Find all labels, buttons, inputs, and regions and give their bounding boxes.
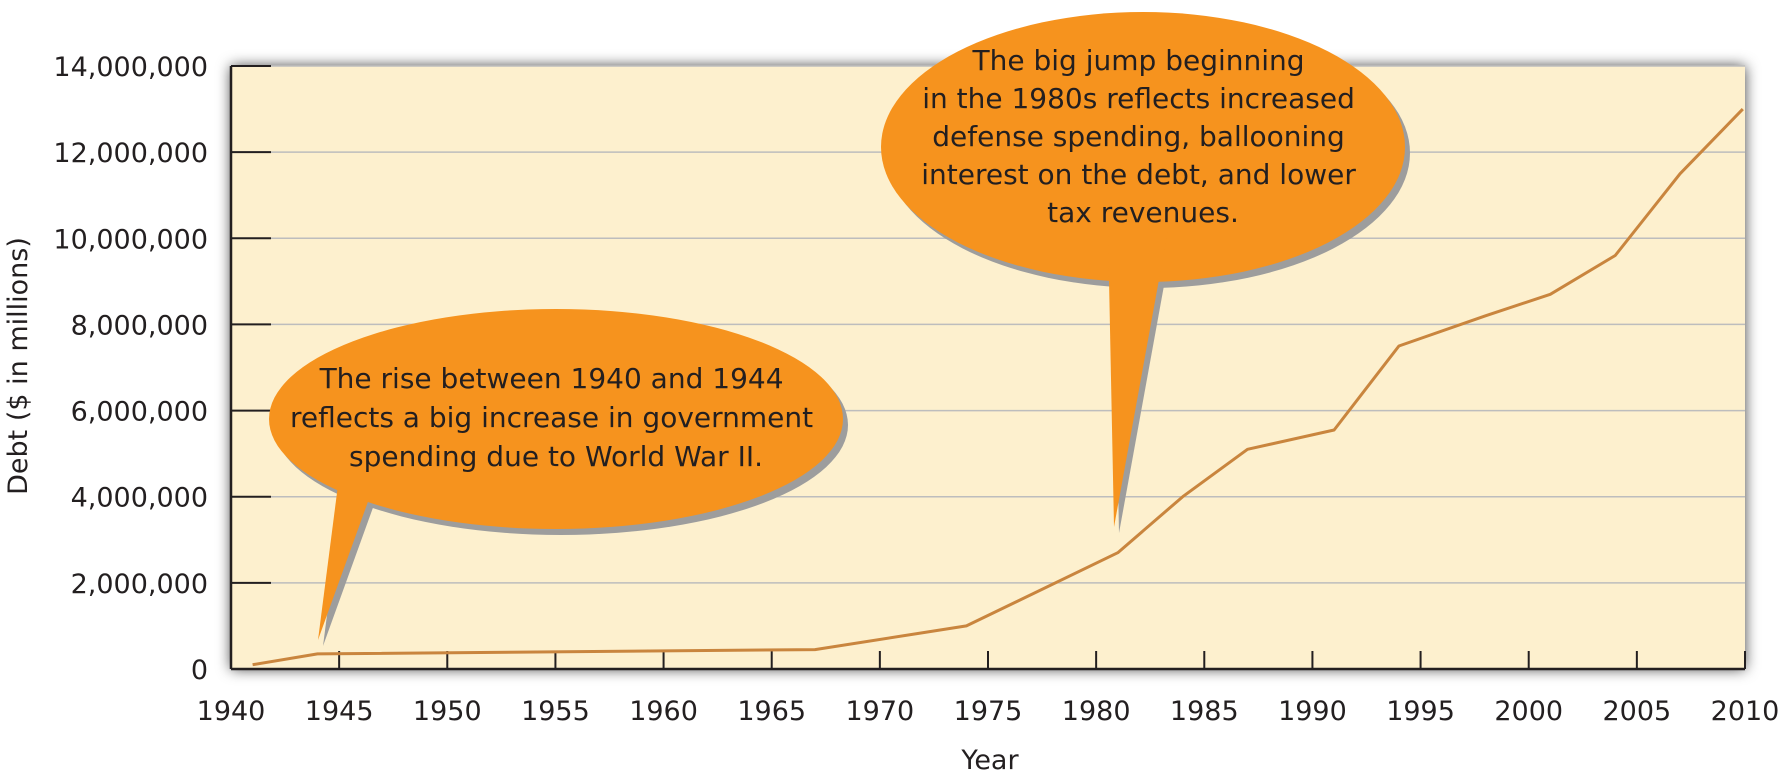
x-tick-label: 1985 (1170, 696, 1239, 727)
annotation-line: defense spending, ballooning (932, 120, 1345, 153)
x-tick-label: 1990 (1278, 696, 1347, 727)
x-tick-labels: 1940 1945 1950 1955 1960 1965 1970 1975 1980 1985… (197, 696, 1780, 727)
annotation-bubble-1980s: The big jump beginning in the 1980s refl… (881, 12, 1410, 533)
x-tick-label: 1995 (1386, 696, 1455, 727)
y-tick-label: 6,000,000 (71, 397, 208, 428)
x-tick-label: 1980 (1062, 696, 1131, 727)
axes (229, 65, 1746, 671)
x-tick-label: 1940 (197, 696, 266, 727)
annotation-bubble-wwii: The rise between 1940 and 1944 reflects … (269, 309, 848, 646)
x-axis-title: Year (960, 745, 1019, 776)
annotation-line: The rise between 1940 and 1944 (319, 362, 784, 395)
x-tick-label: 1960 (629, 696, 698, 727)
y-tick-label: 12,000,000 (53, 138, 208, 169)
x-tick-label: 1945 (305, 696, 374, 727)
y-tick-label: 8,000,000 (71, 310, 208, 341)
annotation-line: in the 1980s reflects increased (922, 82, 1355, 115)
series-line-debt (252, 108, 1744, 667)
y-tick-label: 4,000,000 (71, 483, 208, 514)
x-tick-label: 1955 (521, 696, 590, 727)
x-tick-label: 2000 (1494, 696, 1563, 727)
x-tick-label: 1950 (413, 696, 482, 727)
y-tick-label: 14,000,000 (53, 52, 208, 83)
x-tick-label: 1975 (954, 696, 1023, 727)
x-tick-label: 2010 (1711, 696, 1780, 727)
annotation-line: interest on the debt, and lower (921, 158, 1356, 191)
y-tick-labels: 0 2,000,000 4,000,000 6,000,000 8,000,000 10,… (53, 52, 208, 686)
y-tick-label: 10,000,000 (53, 224, 208, 255)
y-axis-title: Debt ($ in millions) (3, 237, 34, 495)
annotation-line: spending due to World War II. (349, 440, 763, 473)
annotation-line: reflects a big increase in government (290, 401, 813, 434)
annotation-line: The big jump beginning (972, 44, 1305, 77)
x-tick-label: 1965 (737, 696, 806, 727)
annotation-text-wwii: The rise between 1940 and 1944 reflects … (290, 362, 822, 473)
annotation-text-1980s: The big jump beginning in the 1980s refl… (921, 44, 1365, 229)
annotation-line: tax revenues. (1047, 196, 1239, 229)
y-tick-label: 2,000,000 (71, 569, 208, 600)
y-tick-label: 0 (191, 655, 208, 686)
x-tick-label: 1970 (845, 696, 914, 727)
x-tick-label: 2005 (1602, 696, 1671, 727)
